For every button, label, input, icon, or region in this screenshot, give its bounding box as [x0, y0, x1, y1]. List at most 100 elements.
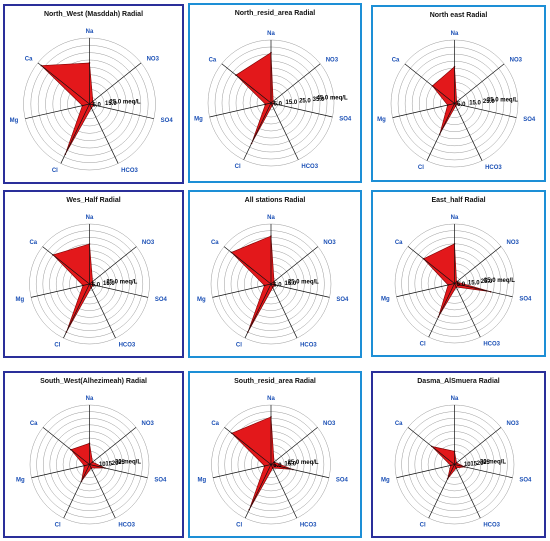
axis-label-na: Na [86, 29, 94, 35]
tick-label: 10 [99, 462, 106, 468]
tick-label: 25.0 meq/L [288, 460, 319, 466]
radar-panel-2: North_resid_area Radial Na NO3 SO4 HCO3 Cl Mg C… [188, 3, 362, 183]
axis-spoke-ca [223, 246, 272, 285]
radar-chart-svg: Wes_Half Radial Na NO3 SO4 HCO3 Cl Mg Ca 5.0 15.0… [16, 197, 168, 348]
axis-spoke-mg [212, 464, 272, 479]
axis-spoke-no3 [89, 427, 137, 465]
axis-spoke-so4 [89, 103, 154, 120]
axis-label-so4: SO4 [155, 297, 168, 303]
axis-label-no3: NO3 [326, 57, 339, 63]
tick-label: 30 meq/L [115, 460, 141, 466]
chart-title: Wes_Half Radial [66, 197, 120, 204]
axis-spoke-cl [244, 283, 272, 339]
chart-title: South_West(Alhezimeah) Radial [40, 378, 147, 385]
radar-panel-7: South_West(Alhezimeah) Radial Na NO3 SO4 HCO… [3, 371, 184, 538]
axis-label-no3: NO3 [323, 421, 336, 427]
axis-label-so4: SO4 [336, 477, 349, 483]
axis-label-mg: Mg [194, 117, 203, 123]
chart-title: South_resid_area Radial [234, 378, 316, 385]
axis-label-mg: Mg [197, 297, 206, 303]
axis-spoke-hco3 [454, 464, 481, 519]
axis-label-ca: Ca [211, 421, 219, 427]
tick-label: 25.0 meq/L [106, 280, 137, 286]
axis-spoke-ca [224, 427, 272, 465]
axis-label-ca: Ca [209, 57, 217, 63]
axis-spoke-ca [37, 62, 90, 105]
axis-spoke-mg [396, 283, 455, 298]
axis-label-so4: SO4 [519, 296, 532, 302]
radar-panel-3: North east Radial Na NO3 SO4 HCO3 Cl Mg Ca 5.0 15… [371, 5, 546, 182]
axis-spoke-so4 [454, 464, 513, 479]
axis-label-cl: Cl [54, 342, 60, 348]
axis-label-cl: Cl [55, 522, 61, 528]
axis-spoke-cl [426, 103, 455, 161]
radar-chart-svg: North_West (Masddah) Radial Na NO3 SO4 HCO3 C… [10, 11, 174, 174]
axis-spoke-ca [221, 63, 272, 104]
axis-spoke-cl [63, 283, 90, 339]
radar-chart-svg: North_resid_area Radial Na NO3 SO4 HCO3 Cl Mg C… [194, 10, 352, 170]
tick-label: 25.0 meq/L [110, 99, 141, 105]
axis-spoke-no3 [89, 246, 137, 285]
axis-label-so4: SO4 [161, 118, 174, 124]
tick-label: 20 [112, 461, 119, 467]
axis-label-cl: Cl [236, 522, 242, 528]
tick-label: 20 [477, 461, 484, 467]
axis-label-hco3: HCO3 [483, 341, 500, 347]
radar-panel-4: Wes_Half Radial Na NO3 SO4 HCO3 Cl Mg Ca 5.0 15.0… [3, 190, 184, 358]
axis-spoke-hco3 [454, 283, 481, 338]
radar-chart-svg: North east Radial Na NO3 SO4 HCO3 Cl Mg Ca 5.0 15… [377, 12, 536, 171]
tick-label: 25.0 [483, 99, 495, 105]
series-area [70, 442, 106, 482]
axis-label-cl: Cl [418, 165, 424, 171]
axis-label-hco3: HCO3 [300, 342, 317, 348]
axis-spoke-so4 [270, 283, 330, 298]
axis-spoke-no3 [454, 246, 502, 284]
axis-label-hco3: HCO3 [301, 164, 318, 170]
axis-spoke-cl [244, 464, 272, 519]
axis-spoke-cl [428, 283, 455, 338]
axis-label-hco3: HCO3 [300, 522, 317, 528]
axis-label-cl: Cl [420, 341, 426, 347]
axis-label-ca: Ca [29, 240, 37, 246]
axis-label-na: Na [267, 31, 275, 37]
tick-label: 15.0 [284, 462, 296, 468]
radar-chart-svg: Dasma_AlSmuera Radial Na NO3 SO4 HCO3 Cl Mg Ca 1… [381, 378, 532, 528]
radar-panel-8: South_resid_area Radial Na NO3 SO4 HCO3 Cl Mg C… [188, 371, 362, 538]
tick-label: 35.0 meq/L [484, 278, 515, 284]
series-area [430, 445, 466, 479]
tick-label: 5.0 [273, 282, 282, 288]
chart-title: North_resid_area Radial [235, 10, 316, 17]
axis-label-so4: SO4 [336, 297, 349, 303]
radar-chart-svg: South_resid_area Radial Na NO3 SO4 HCO3 Cl Mg C… [197, 378, 349, 528]
axis-spoke-so4 [454, 283, 513, 298]
tick-label: 10 [464, 462, 471, 468]
radar-chart-svg: All stations Radial Na NO3 SO4 HCO3 Cl Mg Ca 5.0… [197, 197, 349, 348]
axis-label-na: Na [451, 396, 459, 402]
tick-label: 35.0 [313, 97, 325, 103]
axis-label-ca: Ca [30, 421, 38, 427]
radar-panel-6: East_half Radial Na NO3 SO4 HCO3 Cl Mg Ca 5.0 15.… [371, 190, 546, 357]
tick-label: 25.0 [299, 99, 311, 105]
tick-label: 15.0 [286, 100, 298, 106]
axis-label-no3: NO3 [506, 240, 519, 246]
axis-spoke-mg [396, 464, 455, 479]
axis-spoke-hco3 [454, 103, 483, 161]
tick-label: 5.0 [92, 102, 101, 108]
axis-label-mg: Mg [10, 118, 19, 124]
axis-spoke-so4 [89, 464, 148, 479]
tick-label: 15.0 [285, 281, 297, 287]
axis-label-no3: NO3 [323, 240, 336, 246]
tick-label: 5.0 [273, 463, 282, 469]
axis-spoke-ca [404, 63, 455, 104]
series-area [231, 416, 294, 510]
axis-label-hco3: HCO3 [118, 522, 135, 528]
axis-label-na: Na [451, 31, 459, 37]
axis-spoke-no3 [270, 246, 319, 285]
axis-label-ca: Ca [211, 240, 219, 246]
axis-label-na: Na [86, 215, 94, 221]
axis-label-mg: Mg [381, 296, 390, 302]
chart-title: East_half Radial [431, 197, 485, 204]
axis-spoke-no3 [89, 62, 142, 105]
tick-label: 5.0 [274, 101, 283, 107]
axis-spoke-mg [30, 283, 90, 298]
